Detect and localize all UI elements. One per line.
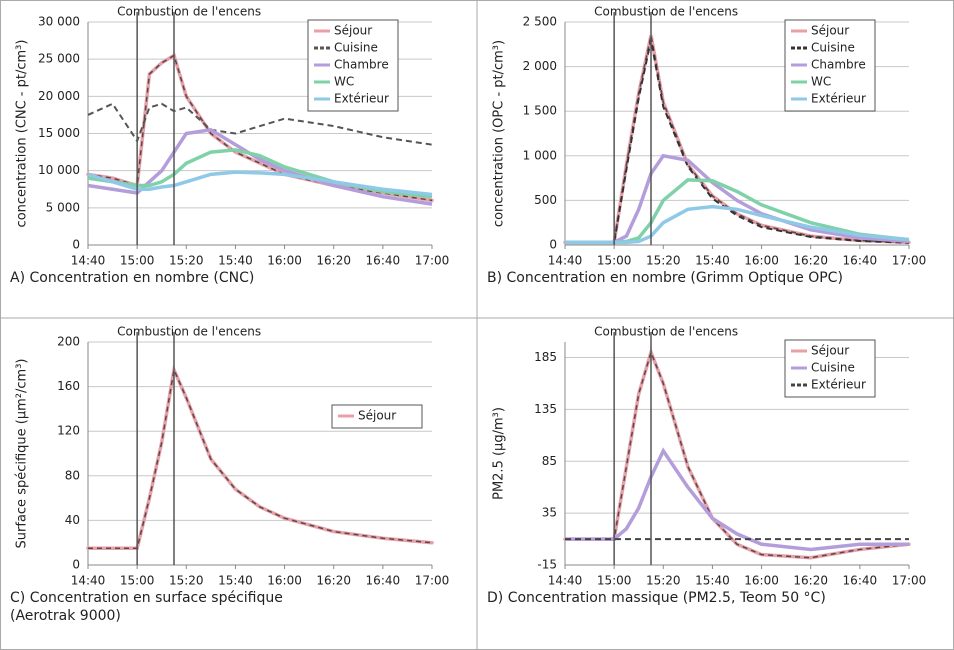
x-tick-label: 16:40 (366, 254, 401, 268)
x-tick-label: 17:00 (415, 574, 450, 588)
legend-label: Cuisine (811, 41, 855, 55)
x-tick-label: 15:20 (646, 254, 681, 268)
y-tick-label: 25 000 (38, 52, 80, 66)
caption: (Aerotrak 9000) (10, 608, 121, 624)
y-tick-label: 1 000 (523, 148, 557, 162)
x-tick-label: 15:40 (218, 254, 253, 268)
x-tick-label: 16:00 (744, 574, 779, 588)
y-axis-title: concentration (OPC - pt/cm³) (492, 40, 507, 227)
y-tick-label: 500 (534, 193, 557, 207)
y-tick-label: 15 000 (38, 126, 80, 140)
y-tick-label: 0 (549, 238, 557, 252)
series-line (86, 363, 434, 551)
x-tick-label: 16:00 (744, 254, 779, 268)
y-axis-title: PM2.5 (µg/m³) (492, 407, 507, 500)
x-tick-label: 15:40 (218, 574, 253, 588)
x-tick-label: 16:40 (366, 574, 401, 588)
caption: D) Concentration massique (PM2.5, Teom 5… (487, 590, 826, 606)
series-line-overlay (565, 350, 910, 559)
y-tick-label: 30 000 (38, 15, 80, 29)
y-tick-label: 120 (57, 424, 80, 438)
legend-label: Séjour (811, 24, 849, 38)
legend-label: Séjour (358, 409, 396, 423)
y-tick-label: 185 (534, 350, 557, 364)
x-tick-label: 16:40 (843, 254, 878, 268)
legend-label: WC (334, 75, 354, 89)
series-line (565, 204, 910, 245)
legend-box (331, 404, 423, 429)
y-tick-label: 10 000 (38, 163, 80, 177)
legend-label: Chambre (811, 58, 866, 72)
y-tick-label: 2 500 (523, 15, 557, 29)
x-tick-label: 14:40 (71, 574, 106, 588)
x-tick-label: 14:40 (548, 254, 583, 268)
caption: C) Concentration en surface spécifique (10, 590, 283, 606)
y-tick-label: 0 (72, 238, 80, 252)
series-line (87, 170, 433, 197)
caption: A) Concentration en nombre (CNC) (10, 270, 254, 286)
legend-label: Cuisine (811, 361, 855, 375)
series-line-overlay (88, 367, 433, 550)
x-tick-label: 15:40 (695, 574, 730, 588)
annotation: Combustion de l'encens (594, 5, 738, 19)
annotation: Combustion de l'encens (117, 5, 261, 19)
x-tick-label: 15:40 (695, 254, 730, 268)
x-tick-label: 16:00 (267, 574, 302, 588)
x-tick-label: 16:20 (316, 574, 351, 588)
y-tick-label: 2 000 (523, 59, 557, 73)
caption: B) Concentration en nombre (Grimm Optiqu… (487, 270, 843, 286)
x-tick-label: 16:40 (843, 574, 878, 588)
x-tick-label: 14:40 (548, 574, 583, 588)
x-tick-label: 15:00 (120, 254, 155, 268)
y-tick-label: 40 (65, 513, 80, 527)
annotation: Combustion de l'encens (117, 325, 261, 339)
y-axis-title: Surface spécifique (µm²/cm³) (15, 359, 30, 549)
x-tick-label: 15:20 (169, 574, 204, 588)
x-tick-label: 15:00 (597, 254, 632, 268)
x-tick-label: 15:20 (169, 254, 204, 268)
x-tick-label: 14:40 (71, 254, 106, 268)
legend-label: Extérieur (811, 378, 866, 392)
series-line-overlay (565, 35, 910, 244)
legend-label: Séjour (811, 344, 849, 358)
y-tick-label: -15 (537, 558, 557, 572)
y-tick-label: 1 500 (523, 104, 557, 118)
x-tick-label: 17:00 (415, 254, 450, 268)
y-tick-label: 200 (57, 335, 80, 349)
y-tick-label: 85 (542, 454, 557, 468)
series-line (87, 102, 433, 146)
series-line (87, 127, 433, 206)
legend-label: Extérieur (811, 92, 866, 106)
y-tick-label: 160 (57, 379, 80, 393)
x-tick-label: 16:00 (267, 254, 302, 268)
legend-label: WC (811, 75, 831, 89)
x-tick-label: 16:20 (793, 254, 828, 268)
x-tick-label: 15:00 (597, 574, 632, 588)
legend-label: Extérieur (334, 92, 389, 106)
y-tick-label: 135 (534, 402, 557, 416)
series-line (565, 447, 909, 552)
series-line (565, 39, 910, 244)
x-tick-label: 17:00 (892, 254, 927, 268)
y-tick-label: 80 (65, 468, 80, 482)
x-tick-label: 15:20 (646, 574, 681, 588)
y-tick-label: 20 000 (38, 89, 80, 103)
x-tick-label: 17:00 (892, 574, 927, 588)
x-tick-label: 15:00 (120, 574, 155, 588)
y-tick-label: 0 (72, 558, 80, 572)
x-tick-label: 16:20 (793, 574, 828, 588)
legend-label: Cuisine (334, 41, 378, 55)
y-tick-label: 5 000 (46, 200, 80, 214)
legend-label: Séjour (334, 24, 372, 38)
x-tick-label: 16:20 (316, 254, 351, 268)
legend-label: Chambre (334, 58, 389, 72)
annotation: Combustion de l'encens (594, 325, 738, 339)
y-tick-label: 35 (542, 506, 557, 520)
y-axis-title: concentration (CNC - pt/cm³) (15, 40, 30, 228)
